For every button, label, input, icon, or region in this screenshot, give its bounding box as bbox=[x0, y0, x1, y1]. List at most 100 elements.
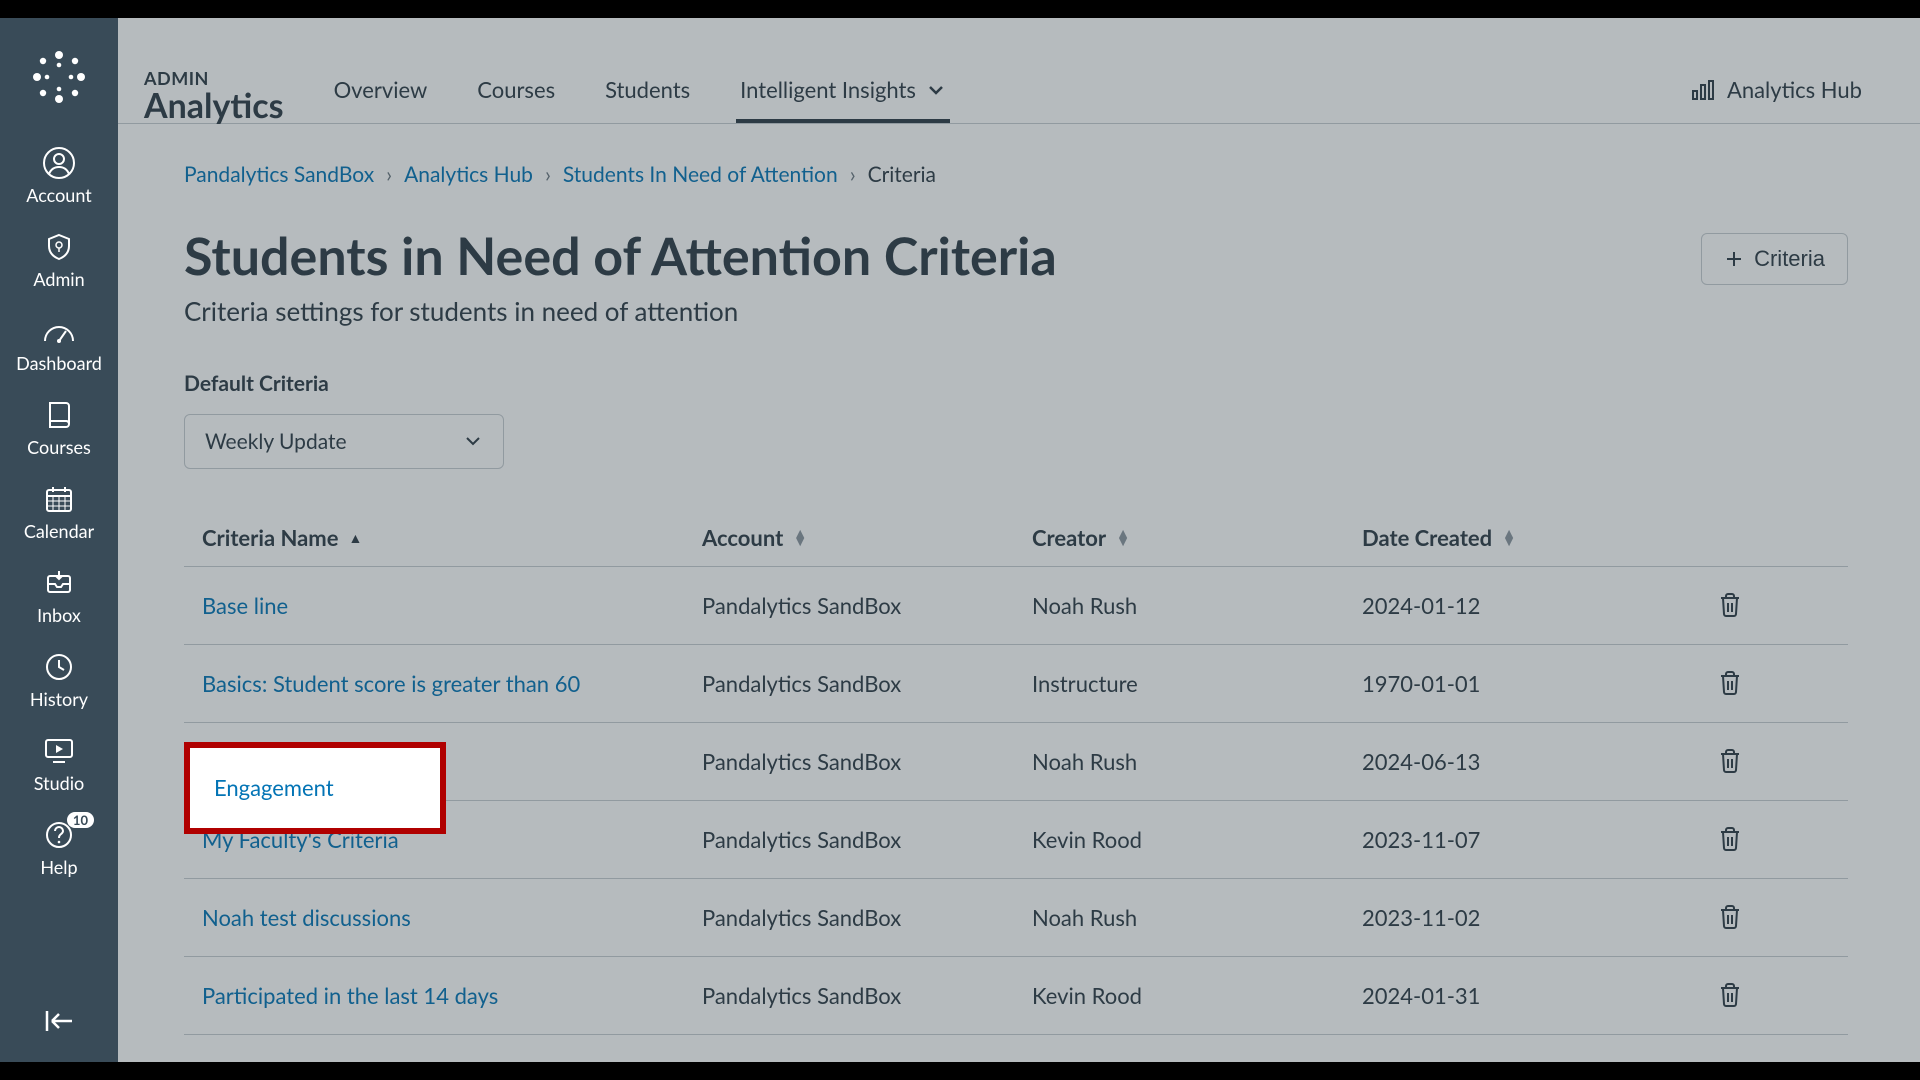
delete-button[interactable] bbox=[1718, 670, 1742, 696]
cell-creator: Noah Rush bbox=[1032, 592, 1362, 619]
sidebar-item-label: Calendar bbox=[24, 520, 94, 542]
cell-date: 2023-11-02 bbox=[1362, 904, 1662, 931]
table-row: Engagement Pandalytics SandBoxNoah Rush20… bbox=[184, 723, 1848, 801]
cell-creator: Kevin Rood bbox=[1032, 982, 1362, 1009]
hub-link-label: Analytics Hub bbox=[1727, 76, 1862, 103]
sort-ascending-icon: ▲ bbox=[348, 529, 362, 546]
default-criteria-label: Default Criteria bbox=[184, 371, 1848, 396]
sidebar-item-label: Inbox bbox=[37, 604, 81, 626]
table-row: Base linePandalytics SandBoxNoah Rush202… bbox=[184, 567, 1848, 645]
column-header-creator[interactable]: Creator ▲▼ bbox=[1032, 524, 1362, 551]
plus-icon bbox=[1724, 249, 1744, 269]
sidebar-item-admin[interactable]: Admin bbox=[0, 220, 118, 304]
gauge-icon bbox=[42, 314, 76, 348]
default-criteria-select[interactable]: Weekly Update bbox=[184, 414, 504, 469]
sidebar-item-studio[interactable]: Studio bbox=[0, 724, 118, 808]
cell-creator: Noah Rush bbox=[1032, 748, 1362, 775]
sort-icon: ▲▼ bbox=[793, 529, 807, 546]
criteria-name-link[interactable]: Noah test discussions bbox=[202, 904, 411, 931]
main-content: ADMIN Analytics Overview Courses Student… bbox=[118, 18, 1920, 1062]
chevron-right-icon: › bbox=[386, 162, 392, 187]
trash-icon bbox=[1718, 748, 1742, 774]
cell-account: Pandalytics SandBox bbox=[702, 826, 1032, 853]
sidebar-item-label: Dashboard bbox=[16, 352, 102, 374]
tab-courses[interactable]: Courses bbox=[473, 76, 559, 123]
cell-date: 2024-01-31 bbox=[1362, 982, 1662, 1009]
help-icon: 10 bbox=[44, 818, 74, 852]
tab-overview[interactable]: Overview bbox=[330, 76, 432, 123]
sidebar-item-label: Help bbox=[40, 856, 77, 878]
criteria-name-link[interactable]: Engagement bbox=[202, 748, 322, 775]
collapse-icon bbox=[42, 1008, 76, 1034]
user-circle-icon bbox=[42, 146, 76, 180]
tab-intelligent-insights[interactable]: Intelligent Insights bbox=[736, 76, 950, 123]
sidebar-item-history[interactable]: History bbox=[0, 640, 118, 724]
sidebar-item-label: Account bbox=[26, 184, 91, 206]
chevron-right-icon: › bbox=[850, 162, 856, 187]
column-header-account[interactable]: Account ▲▼ bbox=[702, 524, 1032, 551]
sidebar-item-label: Admin bbox=[33, 268, 84, 290]
clock-icon bbox=[44, 650, 74, 684]
sidebar-item-inbox[interactable]: Inbox bbox=[0, 556, 118, 640]
criteria-name-link[interactable]: Participated in the last 14 days bbox=[202, 982, 498, 1009]
cell-creator: Kevin Rood bbox=[1032, 826, 1362, 853]
page-body: Pandalytics SandBox › Analytics Hub › St… bbox=[118, 124, 1920, 1035]
breadcrumb-link[interactable]: Pandalytics SandBox bbox=[184, 162, 374, 187]
help-badge-count: 10 bbox=[67, 812, 94, 828]
breadcrumb-current: Criteria bbox=[868, 162, 936, 187]
inbox-icon bbox=[44, 566, 74, 600]
sort-icon: ▲▼ bbox=[1116, 529, 1130, 546]
cell-account: Pandalytics SandBox bbox=[702, 670, 1032, 697]
canvas-logo[interactable] bbox=[28, 46, 90, 108]
table-row: Noah test discussions Pandalytics SandBox… bbox=[184, 879, 1848, 957]
sidebar-item-calendar[interactable]: Calendar bbox=[0, 472, 118, 556]
table-row: Participated in the last 14 days Pandalyt… bbox=[184, 957, 1848, 1035]
criteria-name-link[interactable]: My Faculty's Criteria bbox=[202, 826, 399, 853]
sidebar-item-courses[interactable]: Courses bbox=[0, 388, 118, 472]
sidebar-item-help[interactable]: 10 Help bbox=[0, 808, 118, 892]
breadcrumb-link[interactable]: Students In Need of Attention bbox=[563, 162, 838, 187]
trash-icon bbox=[1718, 982, 1742, 1008]
criteria-name-link[interactable]: Base line bbox=[202, 592, 288, 619]
chevron-right-icon: › bbox=[545, 162, 551, 187]
sort-icon: ▲▼ bbox=[1502, 529, 1516, 546]
analytics-hub-link[interactable]: Analytics Hub bbox=[1691, 76, 1862, 123]
cell-creator: Noah Rush bbox=[1032, 904, 1362, 931]
delete-button[interactable] bbox=[1718, 592, 1742, 618]
sidebar-item-label: History bbox=[30, 688, 88, 710]
breadcrumb: Pandalytics SandBox › Analytics Hub › St… bbox=[184, 162, 1848, 187]
trash-icon bbox=[1718, 826, 1742, 852]
cell-account: Pandalytics SandBox bbox=[702, 904, 1032, 931]
sidebar-item-label: Studio bbox=[34, 772, 84, 794]
trash-icon bbox=[1718, 670, 1742, 696]
delete-button[interactable] bbox=[1718, 748, 1742, 774]
chevron-down-icon bbox=[926, 80, 946, 100]
collapse-sidebar-button[interactable] bbox=[42, 984, 76, 1062]
criteria-table: Criteria Name ▲ Account ▲▼ Creator ▲▼ Da… bbox=[184, 509, 1848, 1035]
delete-button[interactable] bbox=[1718, 826, 1742, 852]
global-nav-sidebar: Account Admin Dashboard Courses Calendar bbox=[0, 18, 118, 1062]
sidebar-item-account[interactable]: Account bbox=[0, 136, 118, 220]
column-header-criteria-name[interactable]: Criteria Name ▲ bbox=[202, 524, 702, 551]
chevron-down-icon bbox=[463, 431, 483, 451]
tab-students[interactable]: Students bbox=[601, 76, 694, 123]
delete-button[interactable] bbox=[1718, 904, 1742, 930]
trash-icon bbox=[1718, 904, 1742, 930]
app-brand: ADMIN Analytics bbox=[144, 67, 284, 123]
column-header-date-created[interactable]: Date Created ▲▼ bbox=[1362, 524, 1662, 551]
delete-button[interactable] bbox=[1718, 982, 1742, 1008]
breadcrumb-link[interactable]: Analytics Hub bbox=[404, 162, 533, 187]
book-icon bbox=[45, 398, 73, 432]
sidebar-item-dashboard[interactable]: Dashboard bbox=[0, 304, 118, 388]
sidebar-item-label: Courses bbox=[27, 436, 91, 458]
criteria-name-link[interactable]: Basics: Student score is greater than 60 bbox=[202, 670, 580, 697]
table-header-row: Criteria Name ▲ Account ▲▼ Creator ▲▼ Da… bbox=[184, 509, 1848, 567]
trash-icon bbox=[1718, 592, 1742, 618]
cell-account: Pandalytics SandBox bbox=[702, 748, 1032, 775]
cell-date: 1970-01-01 bbox=[1362, 670, 1662, 697]
add-criteria-button[interactable]: Criteria bbox=[1701, 233, 1848, 285]
cell-account: Pandalytics SandBox bbox=[702, 982, 1032, 1009]
cell-account: Pandalytics SandBox bbox=[702, 592, 1032, 619]
add-criteria-label: Criteria bbox=[1754, 246, 1825, 272]
cell-date: 2024-06-13 bbox=[1362, 748, 1662, 775]
